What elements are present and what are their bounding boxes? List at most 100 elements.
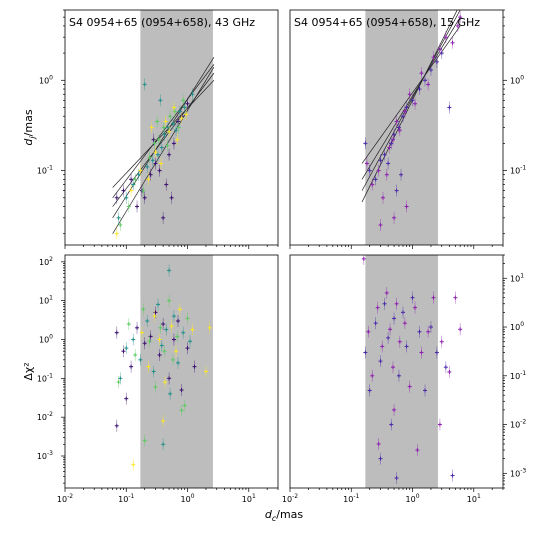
data-point xyxy=(410,291,415,304)
data-point xyxy=(171,101,176,114)
data-point xyxy=(390,133,395,146)
data-point xyxy=(124,392,129,405)
data-point xyxy=(129,360,134,373)
data-point xyxy=(176,356,181,369)
x-axis-label: dc/mas xyxy=(265,508,304,523)
data-point xyxy=(156,133,161,146)
data-point xyxy=(131,178,136,191)
data-point xyxy=(378,154,383,167)
data-point xyxy=(138,164,143,177)
data-point xyxy=(114,227,119,240)
data-point xyxy=(386,157,391,170)
y-tick-label: 10-1 xyxy=(510,165,526,176)
x-tick-label: 100 xyxy=(406,493,420,504)
data-point xyxy=(153,146,158,159)
data-point xyxy=(363,137,368,150)
data-point xyxy=(184,108,189,121)
y-tick-label: 101 xyxy=(39,295,53,306)
data-point xyxy=(162,345,167,358)
data-point xyxy=(156,298,161,311)
data-point xyxy=(423,384,428,397)
data-point xyxy=(447,365,452,378)
y-tick-label: 10-2 xyxy=(37,411,53,422)
data-point xyxy=(167,264,172,277)
data-point xyxy=(152,137,157,150)
data-point xyxy=(142,337,147,350)
data-point xyxy=(447,101,452,114)
data-point xyxy=(417,83,422,96)
data-point xyxy=(121,184,126,197)
data-point xyxy=(158,94,163,107)
data-point xyxy=(396,121,401,134)
data-point xyxy=(167,294,172,307)
data-point xyxy=(135,200,140,213)
data-point xyxy=(167,148,172,161)
data-point xyxy=(382,148,387,161)
data-point xyxy=(179,112,184,125)
data-point xyxy=(145,160,150,173)
data-point xyxy=(439,335,444,348)
data-point xyxy=(176,314,181,327)
data-point xyxy=(175,330,180,343)
data-point xyxy=(392,312,397,325)
data-point xyxy=(367,164,372,177)
data-point xyxy=(181,326,186,339)
data-point xyxy=(410,94,415,107)
data-point xyxy=(121,345,126,358)
data-point xyxy=(392,403,397,416)
data-point xyxy=(419,67,424,80)
panel-bottom-right: 10-2 10-1 100 101 101 100 10-1 10-2 10-3 dc/mas xyxy=(265,254,526,523)
data-point xyxy=(177,303,182,316)
data-point xyxy=(169,191,174,204)
data-point xyxy=(171,137,176,150)
data-point xyxy=(426,325,431,338)
data-point xyxy=(161,211,166,224)
data-point xyxy=(155,115,160,128)
data-point xyxy=(419,346,424,359)
data-point xyxy=(167,125,172,138)
data-point xyxy=(397,124,402,137)
x-tick-label: 10-1 xyxy=(118,493,134,504)
data-point xyxy=(207,321,212,334)
data-point xyxy=(118,218,123,231)
data-point xyxy=(164,323,169,336)
data-point xyxy=(404,200,409,213)
data-point xyxy=(124,191,129,204)
data-point xyxy=(402,105,407,118)
data-point xyxy=(142,78,147,91)
data-point xyxy=(363,346,368,359)
data-point xyxy=(367,384,372,397)
x-tick-label: 10-2 xyxy=(57,493,73,504)
data-point xyxy=(168,110,173,123)
data-point xyxy=(114,326,119,339)
data-point xyxy=(399,168,404,181)
data-point xyxy=(192,360,197,373)
data-point xyxy=(428,321,433,334)
data-point xyxy=(387,141,392,154)
plot-area xyxy=(361,255,463,488)
data-point xyxy=(116,376,121,389)
data-point xyxy=(129,173,134,186)
data-point xyxy=(386,331,391,344)
data-point xyxy=(147,151,152,164)
y-tick-label: 10-2 xyxy=(510,419,526,430)
data-point xyxy=(142,191,147,204)
data-point xyxy=(450,36,455,49)
data-point xyxy=(141,184,146,197)
data-point xyxy=(161,318,166,331)
data-point xyxy=(129,184,134,197)
data-point xyxy=(384,168,389,181)
data-point xyxy=(131,333,136,346)
data-point xyxy=(203,365,208,378)
data-point xyxy=(458,11,463,24)
data-point xyxy=(161,121,166,134)
data-point xyxy=(149,121,154,134)
plot-area xyxy=(112,10,215,245)
x-tick-label: 100 xyxy=(181,493,195,504)
panel-top-right: 100 10-1 S4 0954+65 (0954+658), 15 GHz xyxy=(289,9,526,249)
y-tick-label: 10-3 xyxy=(510,467,526,478)
shaded-band xyxy=(140,255,213,488)
data-point xyxy=(407,380,412,393)
data-point xyxy=(415,444,420,457)
